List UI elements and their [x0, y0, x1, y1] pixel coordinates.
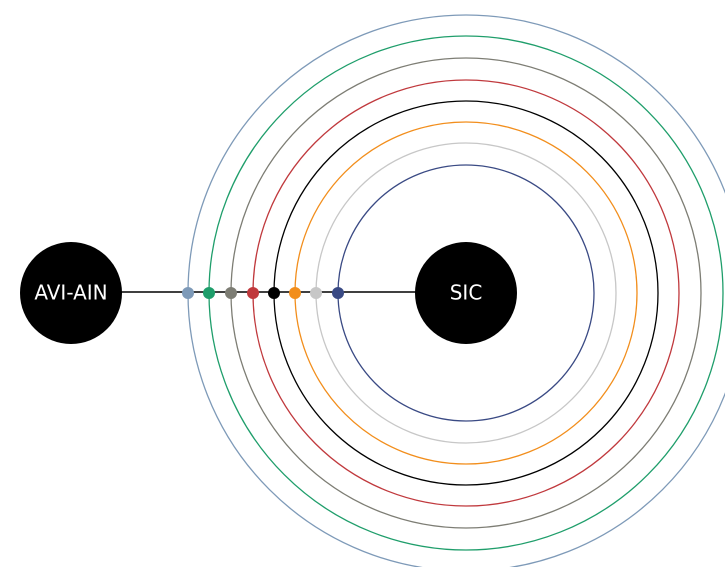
source-node-label: AVI-AIN [34, 281, 107, 305]
ring-marker-8[interactable] [332, 287, 344, 299]
ring-marker-3[interactable] [225, 287, 237, 299]
source-node-circle [20, 242, 122, 344]
target-node[interactable]: SIC [415, 242, 517, 344]
ring-marker-7[interactable] [310, 287, 322, 299]
ring-marker-6[interactable] [289, 287, 301, 299]
ring-marker-5[interactable] [268, 287, 280, 299]
target-node-circle [415, 242, 517, 344]
source-node[interactable]: AVI-AIN [20, 242, 122, 344]
ring-marker-4[interactable] [247, 287, 259, 299]
target-node-label: SIC [450, 281, 483, 305]
ring-marker-1[interactable] [182, 287, 194, 299]
ring-marker-2[interactable] [203, 287, 215, 299]
ring-markers-layer [182, 287, 344, 299]
